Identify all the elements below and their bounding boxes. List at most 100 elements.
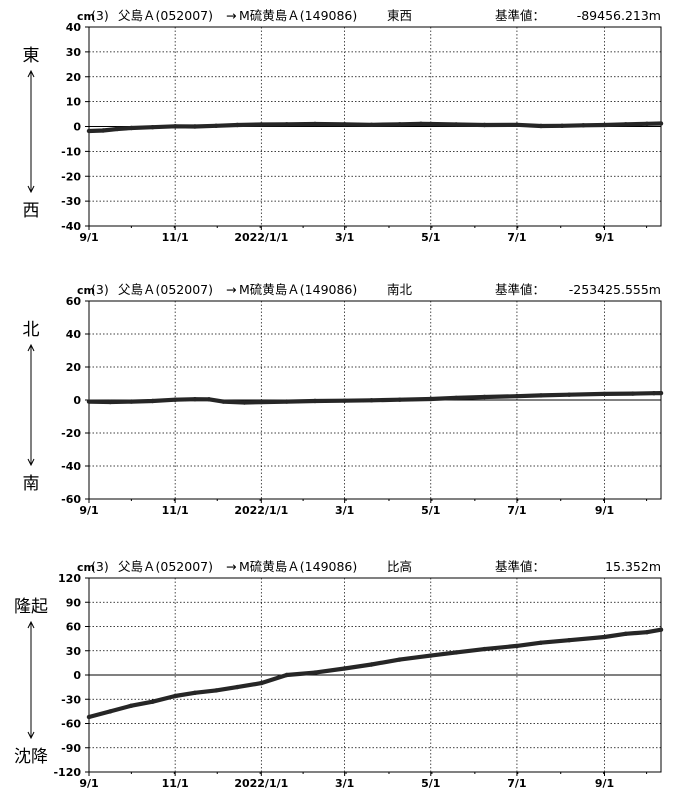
station-arrow: → bbox=[226, 282, 236, 297]
y-tick-label: -30 bbox=[61, 693, 81, 706]
data-point bbox=[221, 399, 226, 404]
data-point bbox=[312, 670, 318, 675]
data-point bbox=[284, 399, 289, 404]
y-tick-label: -40 bbox=[61, 460, 81, 473]
data-point bbox=[658, 121, 664, 126]
x-tick-label: 2022/1/1 bbox=[234, 504, 288, 517]
plot-frame bbox=[88, 577, 662, 773]
series-number: (3) bbox=[91, 559, 109, 574]
y-tick-label: -40 bbox=[61, 220, 81, 233]
data-point bbox=[514, 394, 520, 399]
arrow-up-icon bbox=[27, 620, 35, 629]
data-point bbox=[581, 123, 586, 128]
data-point bbox=[342, 122, 347, 127]
arrow-up-icon bbox=[27, 69, 35, 78]
y-tick-label: 90 bbox=[66, 596, 82, 609]
x-tick-label: 11/1 bbox=[162, 504, 189, 517]
x-tick-label: 2022/1/1 bbox=[234, 231, 288, 244]
y-tick-label: -10 bbox=[61, 145, 81, 158]
data-point bbox=[342, 666, 347, 671]
data-point bbox=[567, 638, 572, 643]
y-tick-label: 0 bbox=[73, 394, 81, 407]
reference-value: -89456.213m bbox=[577, 8, 661, 23]
data-point bbox=[369, 398, 374, 403]
y-tick-label: -120 bbox=[53, 766, 81, 779]
x-tick-label: 9/1 bbox=[79, 504, 98, 517]
data-point bbox=[658, 627, 664, 632]
data-point bbox=[284, 672, 289, 678]
data-point bbox=[115, 126, 120, 132]
x-tick-label: 3/1 bbox=[335, 777, 354, 790]
chart-panel-1: cm(3) 父島Ａ(052007) → M硫黄島Ａ(149086) 東西 基準値： -894… bbox=[23, 8, 664, 244]
data-point bbox=[630, 391, 635, 396]
data-point bbox=[397, 122, 402, 127]
y-tick-label: 60 bbox=[66, 295, 82, 308]
reference-value: 15.352m bbox=[605, 559, 661, 574]
data-point bbox=[259, 680, 264, 686]
series-number: (3) bbox=[91, 282, 109, 297]
data-point bbox=[235, 684, 240, 690]
y-tick-label: 10 bbox=[66, 96, 82, 109]
y-tick-label: 40 bbox=[66, 21, 82, 34]
data-point bbox=[482, 122, 487, 128]
y-tick-label: -20 bbox=[61, 170, 81, 183]
reference-label: 基準値： bbox=[495, 559, 545, 574]
reference-label: 基準値： bbox=[495, 282, 545, 297]
y-tick-label: 0 bbox=[73, 121, 81, 134]
direction-negative-label: 南 bbox=[23, 474, 40, 494]
unit-label: cm bbox=[77, 561, 95, 574]
data-point bbox=[651, 391, 657, 396]
data-point bbox=[397, 657, 402, 662]
arrow-up-icon bbox=[27, 343, 35, 352]
data-point bbox=[173, 693, 178, 699]
data-point bbox=[86, 714, 92, 720]
direction-negative-label: 沈降 bbox=[14, 747, 48, 767]
y-tick-label: -90 bbox=[61, 742, 81, 755]
data-point bbox=[86, 399, 92, 404]
x-tick-label: 9/1 bbox=[79, 777, 98, 790]
data-point bbox=[567, 392, 572, 397]
x-tick-label: 5/1 bbox=[421, 777, 440, 790]
data-point bbox=[538, 640, 544, 645]
data-point bbox=[192, 690, 198, 695]
data-point bbox=[602, 634, 607, 640]
data-point bbox=[150, 398, 155, 404]
x-tick-label: 7/1 bbox=[507, 777, 526, 790]
y-tick-label: 20 bbox=[66, 361, 82, 374]
data-point bbox=[644, 630, 650, 635]
data-point bbox=[602, 391, 607, 397]
data-point bbox=[259, 399, 264, 405]
x-tick-label: 5/1 bbox=[421, 504, 440, 517]
chart-panel-3: cm(3) 父島Ａ(052007) → M硫黄島Ａ(149086) 比高 基準値： 15.3… bbox=[14, 559, 664, 790]
data-point bbox=[213, 688, 219, 693]
data-point bbox=[235, 122, 240, 128]
data-point bbox=[192, 397, 198, 402]
data-point bbox=[342, 398, 347, 403]
data-point bbox=[259, 122, 264, 127]
station-to: M硫黄島Ａ(149086) bbox=[239, 559, 357, 574]
x-tick-label: 9/1 bbox=[595, 231, 614, 244]
data-point bbox=[108, 399, 113, 405]
x-tick-label: 3/1 bbox=[335, 231, 354, 244]
x-tick-label: 5/1 bbox=[421, 231, 440, 244]
component-label: 比高 bbox=[387, 559, 412, 574]
arrow-down-icon bbox=[27, 458, 35, 467]
data-point bbox=[559, 123, 565, 128]
data-point bbox=[418, 121, 424, 127]
station-from: 父島Ａ(052007) bbox=[118, 282, 213, 297]
direction-positive-label: 北 bbox=[23, 320, 40, 340]
x-tick-label: 9/1 bbox=[79, 231, 98, 244]
chart-panel-2: cm(3) 父島Ａ(052007) → M硫黄島Ａ(149086) 南北 基準値： -253… bbox=[23, 282, 664, 517]
data-point bbox=[514, 122, 520, 128]
data-point bbox=[173, 397, 178, 402]
data-point bbox=[129, 703, 134, 708]
station-from: 父島Ａ(052007) bbox=[118, 8, 213, 23]
arrow-down-icon bbox=[27, 731, 35, 740]
data-point bbox=[602, 122, 607, 128]
direction-positive-label: 東 bbox=[23, 46, 40, 66]
data-point bbox=[454, 395, 459, 401]
data-point bbox=[150, 699, 155, 704]
station-to: M硫黄島Ａ(149086) bbox=[239, 282, 357, 297]
data-point bbox=[312, 121, 318, 127]
